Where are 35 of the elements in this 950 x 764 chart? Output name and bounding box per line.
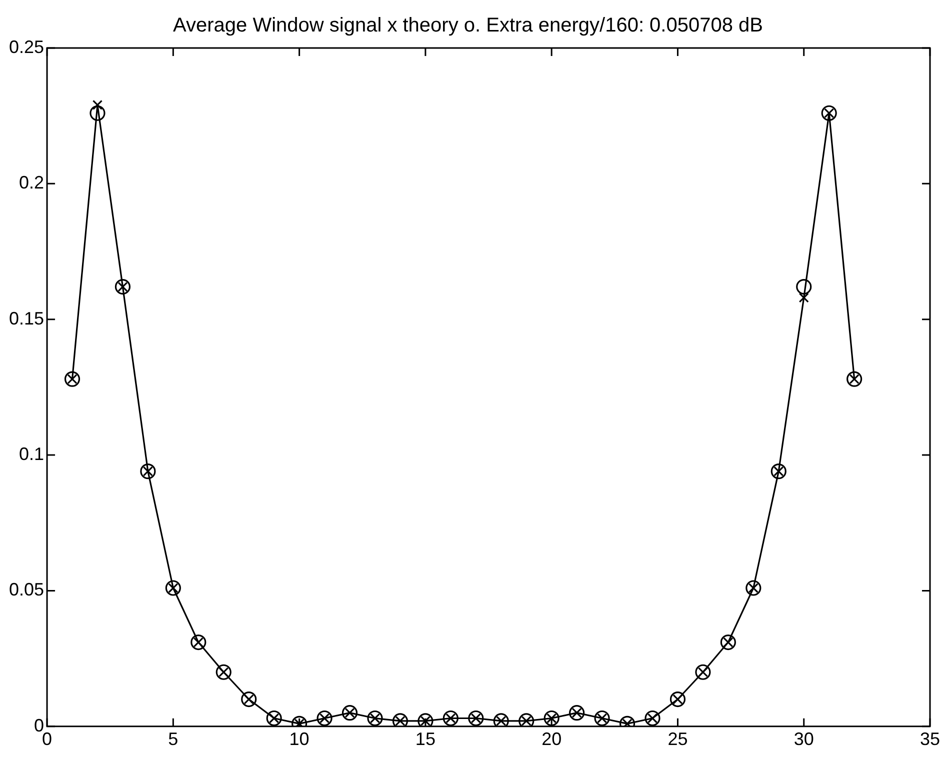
point — [798, 292, 809, 303]
point — [670, 691, 686, 708]
point — [241, 691, 257, 708]
point — [190, 634, 206, 650]
x-tick-label: 15 — [415, 729, 436, 750]
point — [367, 710, 383, 726]
point — [266, 710, 282, 726]
y-tick-label: 0.1 — [19, 444, 44, 464]
point — [64, 371, 80, 387]
point — [770, 464, 786, 480]
point — [468, 710, 484, 726]
y-tick-label: 0.2 — [19, 172, 44, 193]
point — [644, 710, 660, 726]
x-tick-label: 10 — [289, 729, 310, 750]
x-tick-label: 5 — [168, 729, 178, 750]
x-tick-label: 35 — [920, 729, 940, 750]
x-tick-label: 30 — [794, 729, 814, 750]
y-tick-label: 0.25 — [8, 36, 44, 57]
y-tick-label: 0.15 — [8, 308, 44, 328]
point — [92, 100, 103, 110]
point — [316, 710, 332, 726]
x-tick-label: 25 — [668, 729, 688, 750]
x-tick-label: 20 — [542, 729, 562, 750]
point — [294, 718, 304, 726]
y-tick-label: 0.05 — [8, 580, 44, 600]
point — [442, 710, 458, 726]
point — [796, 278, 812, 295]
point — [90, 105, 106, 121]
chart-title: Average Window signal x theory o. Extra energy/160: 0.050708 dB — [173, 14, 763, 37]
point — [594, 710, 610, 726]
point — [846, 371, 862, 387]
y-tick-label: 0 — [34, 715, 44, 736]
point — [544, 710, 560, 726]
point — [821, 105, 837, 121]
point — [140, 464, 156, 480]
